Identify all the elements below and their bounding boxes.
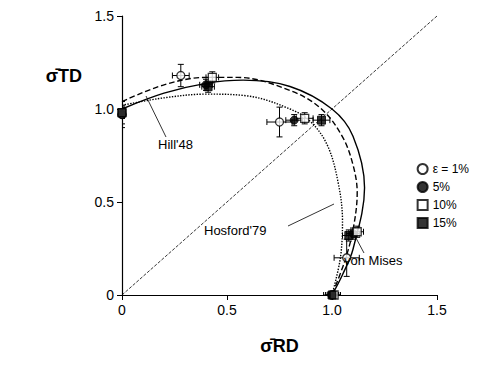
svg-text:5%: 5%	[433, 180, 451, 194]
svg-text:1.0: 1.0	[95, 101, 115, 117]
svg-text:von Mises: von Mises	[344, 253, 403, 268]
svg-text:Hosford'79: Hosford'79	[204, 223, 266, 238]
svg-text:ε = 1%: ε = 1%	[433, 162, 470, 176]
svg-text:15%: 15%	[433, 216, 457, 230]
svg-text:0: 0	[118, 302, 126, 318]
svg-text:1.0: 1.0	[322, 302, 342, 318]
svg-text:10%: 10%	[433, 198, 457, 212]
svg-text:σ̄RD: σ̄RD	[260, 336, 298, 356]
svg-text:0.5: 0.5	[217, 302, 237, 318]
svg-text:0: 0	[106, 287, 114, 303]
svg-text:1.5: 1.5	[427, 302, 447, 318]
svg-text:Hill'48: Hill'48	[158, 137, 193, 152]
svg-text:1.5: 1.5	[95, 8, 115, 24]
svg-text:σ̄TD: σ̄TD	[46, 66, 82, 86]
svg-text:0.5: 0.5	[95, 194, 115, 210]
